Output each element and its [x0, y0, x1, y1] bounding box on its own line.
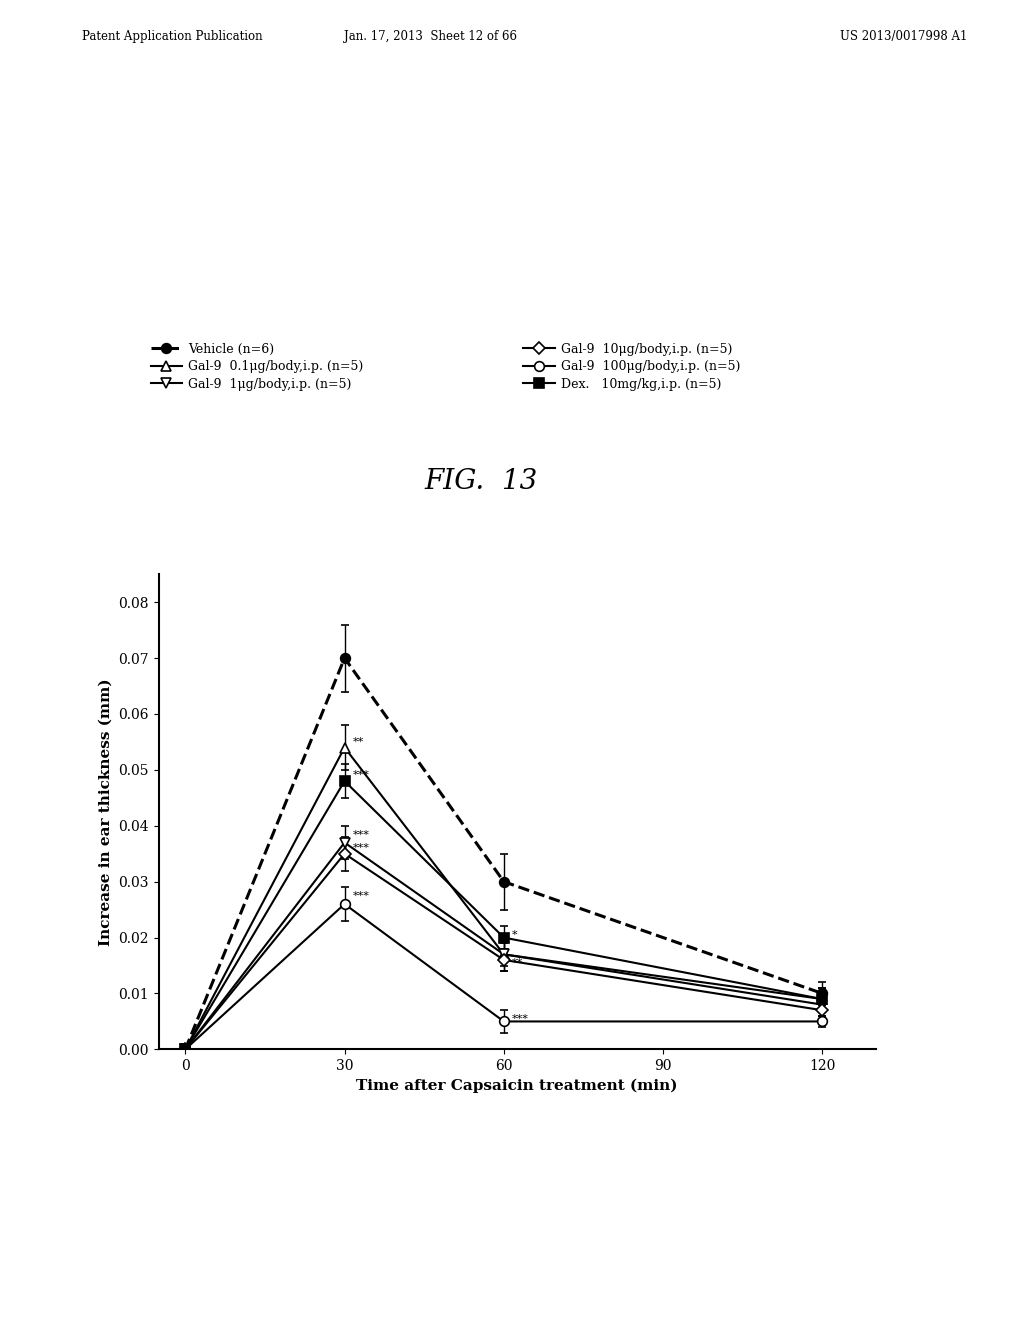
- Text: Jan. 17, 2013  Sheet 12 of 66: Jan. 17, 2013 Sheet 12 of 66: [344, 30, 516, 44]
- Text: *: *: [512, 929, 517, 940]
- Text: ***: ***: [352, 843, 370, 853]
- Text: FIG.  13: FIG. 13: [425, 469, 538, 495]
- Legend: Gal-9  10μg/body,i.p. (n=5), Gal-9  100μg/body,i.p. (n=5), Dex.   10mg/kg,i.p. (: Gal-9 10μg/body,i.p. (n=5), Gal-9 100μg/…: [523, 343, 740, 391]
- Text: Patent Application Publication: Patent Application Publication: [82, 30, 262, 44]
- Text: ***: ***: [352, 830, 370, 840]
- Y-axis label: Increase in ear thickness (mm): Increase in ear thickness (mm): [99, 678, 113, 945]
- Text: ***: ***: [352, 891, 370, 900]
- Text: ***: ***: [512, 1014, 528, 1023]
- Text: **: **: [352, 737, 364, 747]
- X-axis label: Time after Capsaicin treatment (min): Time after Capsaicin treatment (min): [356, 1078, 678, 1093]
- Text: **: **: [512, 957, 523, 968]
- Text: ***: ***: [352, 771, 370, 780]
- Text: US 2013/0017998 A1: US 2013/0017998 A1: [840, 30, 967, 44]
